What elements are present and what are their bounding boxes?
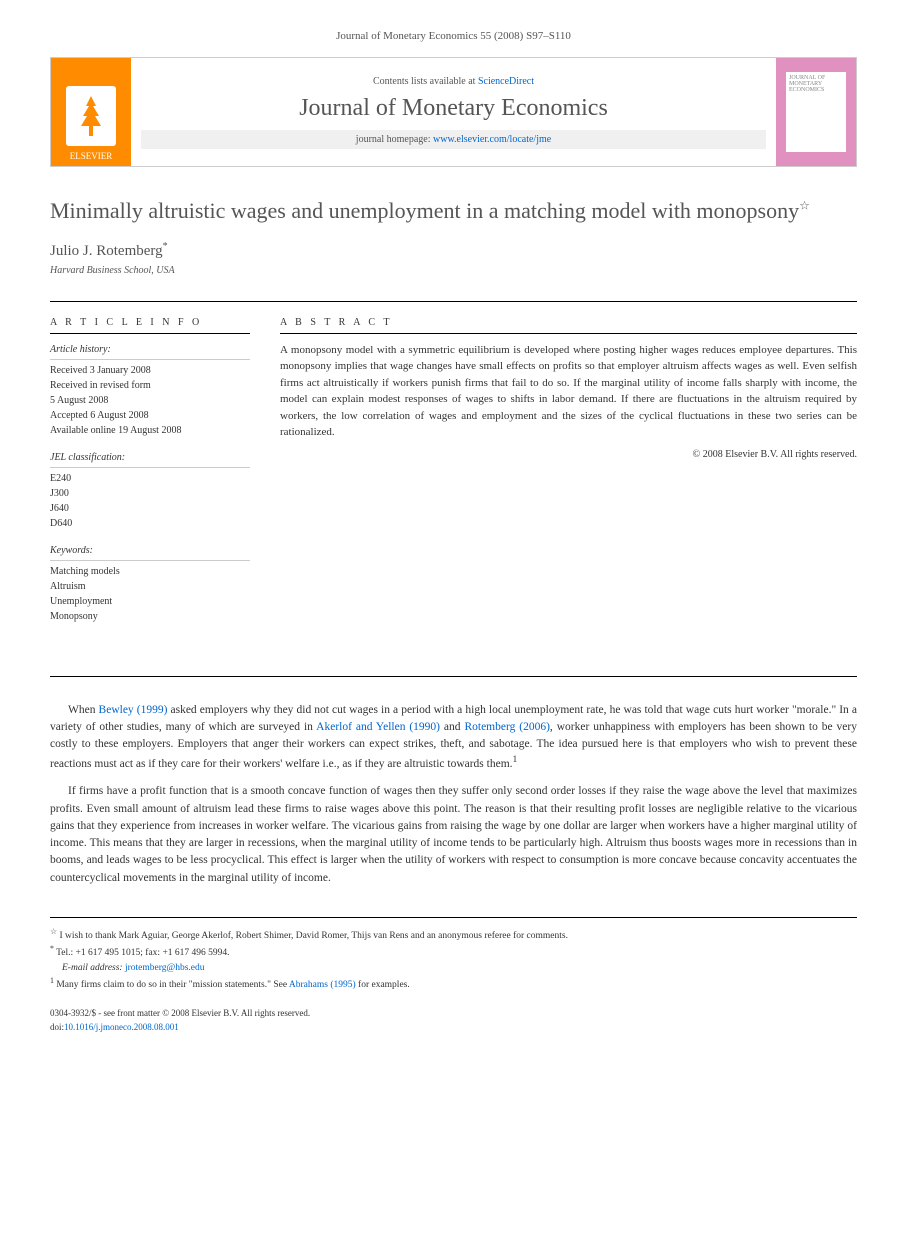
sciencedirect-link[interactable]: ScienceDirect — [478, 76, 534, 87]
citation-link[interactable]: Akerlof and Yellen (1990) — [316, 721, 440, 733]
journal-banner: ELSEVIER Contents lists available at Sci… — [50, 57, 857, 167]
doi-line: doi:10.1016/j.jmoneco.2008.08.001 — [50, 1021, 857, 1035]
affiliation: Harvard Business School, USA — [50, 265, 857, 276]
publisher-logo-block: ELSEVIER — [51, 58, 131, 166]
email-label: E-mail address: — [62, 963, 123, 973]
corr-text: Tel.: +1 617 495 1015; fax: +1 617 496 5… — [56, 948, 229, 958]
jel-code: E240 — [50, 471, 250, 486]
footnotes-block: ☆ I wish to thank Mark Aguiar, George Ak… — [50, 917, 857, 992]
homepage-line: journal homepage: www.elsevier.com/locat… — [141, 130, 766, 149]
keywords-block: Keywords: Matching models Altruism Unemp… — [50, 543, 250, 624]
doi-label: doi: — [50, 1022, 64, 1032]
jel-title: JEL classification: — [50, 450, 250, 468]
body-paragraph-1: When Bewley (1999) asked employers why t… — [50, 702, 857, 774]
jel-block: JEL classification: E240 J300 J640 D640 — [50, 450, 250, 531]
p1-text: When — [68, 704, 99, 716]
footnote-email: E-mail address: jrotemberg@hbs.edu — [50, 961, 857, 975]
keyword: Altruism — [50, 579, 250, 594]
article-title: Minimally altruistic wages and unemploym… — [50, 197, 857, 226]
issn-line: 0304-3932/$ - see front matter © 2008 El… — [50, 1007, 857, 1021]
abstract-text: A monopsony model with a symmetric equil… — [280, 342, 857, 441]
keyword: Matching models — [50, 564, 250, 579]
history-line: Available online 19 August 2008 — [50, 423, 250, 438]
corr-marker: * — [50, 944, 54, 953]
abstract-heading: A B S T R A C T — [280, 317, 857, 334]
author-line: Julio J. Rotemberg* — [50, 241, 857, 260]
history-line: 5 August 2008 — [50, 393, 250, 408]
cover-block: JOURNAL OF MONETARY ECONOMICS — [776, 58, 856, 166]
article-info-column: A R T I C L E I N F O Article history: R… — [50, 317, 250, 636]
body-paragraph-2: If firms have a profit function that is … — [50, 783, 857, 887]
author-corr-marker: * — [163, 241, 168, 252]
footnote-1: 1 Many firms claim to do so in their "mi… — [50, 975, 857, 992]
homepage-prefix: journal homepage: — [356, 134, 433, 145]
keyword: Monopsony — [50, 609, 250, 624]
history-line: Accepted 6 August 2008 — [50, 408, 250, 423]
history-title: Article history: — [50, 342, 250, 360]
title-text: Minimally altruistic wages and unemploym… — [50, 198, 799, 223]
history-line: Received in revised form — [50, 378, 250, 393]
email-link[interactable]: jrotemberg@hbs.edu — [125, 963, 205, 973]
citation-link[interactable]: Bewley (1999) — [99, 704, 168, 716]
fn1-text: Many firms claim to do so in their "miss… — [56, 980, 289, 990]
abstract-column: A B S T R A C T A monopsony model with a… — [280, 317, 857, 636]
publisher-name: ELSEVIER — [70, 151, 113, 161]
contents-lists-line: Contents lists available at ScienceDirec… — [373, 76, 534, 87]
history-line: Received 3 January 2008 — [50, 363, 250, 378]
p1-text: and — [440, 721, 464, 733]
author-name: Julio J. Rotemberg — [50, 243, 163, 259]
journal-title: Journal of Monetary Economics — [299, 95, 608, 122]
citation-link[interactable]: Rotemberg (2006) — [464, 721, 549, 733]
article-info-heading: A R T I C L E I N F O — [50, 317, 250, 334]
jel-code: J640 — [50, 501, 250, 516]
star-marker: ☆ — [50, 927, 57, 936]
star-note-text: I wish to thank Mark Aguiar, George Aker… — [59, 931, 568, 941]
citation-link[interactable]: Abrahams (1995) — [289, 980, 356, 990]
journal-cover-thumb: JOURNAL OF MONETARY ECONOMICS — [786, 72, 846, 152]
fn1-marker: 1 — [50, 976, 54, 985]
footnote-corresponding: * Tel.: +1 617 495 1015; fax: +1 617 496… — [50, 943, 857, 960]
doi-link[interactable]: 10.1016/j.jmoneco.2008.08.001 — [64, 1022, 179, 1032]
jel-code: J300 — [50, 486, 250, 501]
fn1-text: for examples. — [356, 980, 410, 990]
footnote-marker-1[interactable]: 1 — [513, 754, 518, 765]
keyword: Unemployment — [50, 594, 250, 609]
title-star: ☆ — [799, 199, 810, 213]
abstract-copyright: © 2008 Elsevier B.V. All rights reserved… — [280, 449, 857, 460]
contents-prefix: Contents lists available at — [373, 76, 478, 87]
keywords-title: Keywords: — [50, 543, 250, 561]
article-history-block: Article history: Received 3 January 2008… — [50, 342, 250, 438]
banner-center: Contents lists available at ScienceDirec… — [131, 58, 776, 166]
footnote-star: ☆ I wish to thank Mark Aguiar, George Ak… — [50, 926, 857, 943]
footer-meta: 0304-3932/$ - see front matter © 2008 El… — [50, 1007, 857, 1034]
divider — [50, 676, 857, 677]
homepage-link[interactable]: www.elsevier.com/locate/jme — [433, 134, 551, 145]
jel-code: D640 — [50, 516, 250, 531]
info-abstract-row: A R T I C L E I N F O Article history: R… — [50, 301, 857, 636]
elsevier-tree-icon — [66, 86, 116, 146]
running-header: Journal of Monetary Economics 55 (2008) … — [50, 30, 857, 42]
